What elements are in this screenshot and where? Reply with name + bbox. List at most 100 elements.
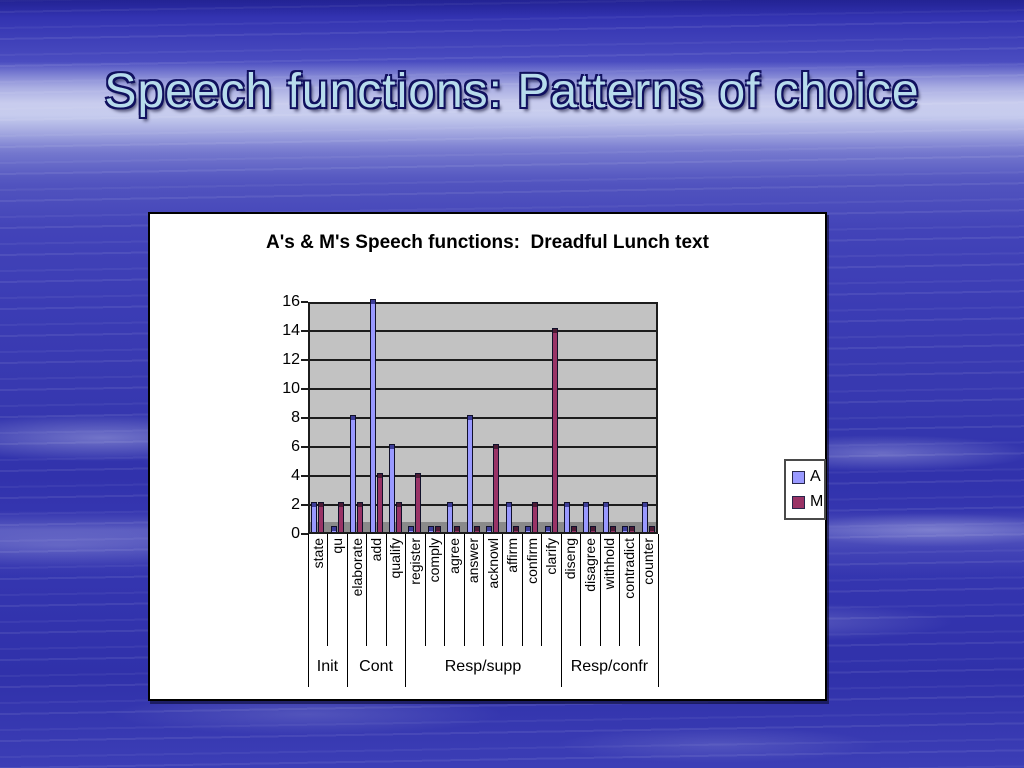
bar-cap (630, 527, 635, 531)
y-tick (301, 446, 308, 448)
bar-cap (358, 503, 363, 507)
category-separator (502, 534, 504, 646)
y-axis-line (308, 302, 310, 534)
bar-cap (338, 503, 343, 507)
x-label-answer: answer (464, 538, 483, 644)
y-tick-label: 12 (282, 351, 300, 368)
group-label-init: Init (316, 657, 339, 675)
y-tick-label: 0 (291, 525, 300, 542)
x-label-text: contradict (620, 538, 637, 599)
bar-cap (487, 527, 492, 531)
x-label-text: state (309, 538, 326, 569)
y-tick (301, 301, 308, 303)
x-label-register: register (405, 538, 424, 644)
bar-cap (565, 503, 569, 507)
group-separator (346, 534, 348, 687)
bar-m-acknowl (493, 444, 500, 534)
x-label-counter: counter (639, 538, 658, 644)
bar-a-affirm (505, 502, 512, 534)
x-label-text: qu (329, 538, 346, 554)
y-tick (301, 359, 308, 361)
bar-cap (552, 329, 557, 333)
bar-cap (312, 503, 317, 507)
category-separator (327, 534, 329, 646)
bar-m-confirm (532, 502, 539, 534)
bar-cap (623, 527, 628, 531)
plot-border-top (308, 302, 658, 304)
x-label-agree: agree (444, 538, 463, 644)
bar-cap (409, 527, 414, 531)
x-label-affirm: affirm (502, 538, 521, 644)
bar-a-qualify (389, 444, 395, 534)
bar-a-state (311, 502, 318, 534)
y-tick (301, 417, 308, 419)
x-label-text: withhold (601, 538, 618, 590)
bar-a-elaborate (350, 415, 357, 534)
y-tick-label: 16 (282, 293, 300, 310)
bar-cap (377, 474, 382, 478)
plot-area (308, 299, 658, 534)
y-tick-label: 2 (291, 496, 300, 513)
x-label-text: comply (426, 538, 443, 583)
group-label-resp-supp: Resp/supp (444, 657, 522, 675)
x-label-state: state (308, 538, 327, 644)
bar-cap (455, 527, 460, 531)
bar-cap (474, 527, 479, 531)
y-tick (301, 330, 308, 332)
gridline (308, 417, 658, 419)
plot-floor (308, 522, 658, 534)
gridline (308, 504, 658, 506)
bar-cap (506, 503, 511, 507)
y-tick-label: 10 (282, 380, 300, 397)
plot-border-right (656, 302, 658, 534)
y-tick (301, 533, 308, 535)
bar-cap (649, 527, 654, 531)
y-tick (301, 475, 308, 477)
category-separator (580, 534, 582, 646)
x-label-text: elaborate (348, 538, 365, 597)
group-separator (405, 534, 407, 687)
bar-cap (572, 527, 576, 531)
legend-entry-a: A (792, 469, 821, 485)
gridline (308, 388, 658, 390)
bar-cap (642, 503, 647, 507)
y-tick (301, 388, 308, 390)
category-separator (444, 534, 446, 646)
x-axis-line (308, 532, 658, 534)
bar-cap (416, 474, 421, 478)
x-label-text: disagree (581, 538, 598, 592)
category-separator (366, 534, 368, 646)
x-label-withhold: withhold (600, 538, 619, 644)
category-separator (599, 534, 601, 646)
gridline (308, 359, 658, 361)
bar-a-add (369, 299, 376, 534)
legend-label-m: M (810, 493, 824, 510)
x-label-text: clarify (542, 538, 559, 575)
bar-cap (397, 503, 401, 507)
x-label-confirm: confirm (522, 538, 541, 644)
bar-m-qualify (396, 502, 402, 534)
gridline (308, 446, 658, 448)
bar-cap (331, 527, 336, 531)
category-separator (541, 534, 543, 646)
bar-m-clarify (551, 328, 558, 534)
legend-swatch-m (792, 495, 805, 509)
bar-cap (390, 445, 394, 449)
bar-a-withhold (602, 502, 609, 534)
group-label-cont: Cont (359, 657, 393, 675)
bar-cap (591, 527, 596, 531)
x-label-text: register (406, 538, 423, 585)
category-separator (638, 534, 640, 646)
y-tick-label: 8 (291, 409, 300, 426)
group-separator (308, 534, 309, 687)
bar-cap (435, 527, 440, 531)
group-label-resp-confr: Resp/confr (570, 657, 649, 675)
y-tick-label: 6 (291, 438, 300, 455)
gridline (308, 330, 658, 332)
x-label-contradict: contradict (619, 538, 638, 644)
x-label-text: affirm (504, 538, 521, 573)
y-tick-label: 4 (291, 467, 300, 484)
bar-m-state (318, 502, 325, 534)
bar-cap (494, 445, 499, 449)
